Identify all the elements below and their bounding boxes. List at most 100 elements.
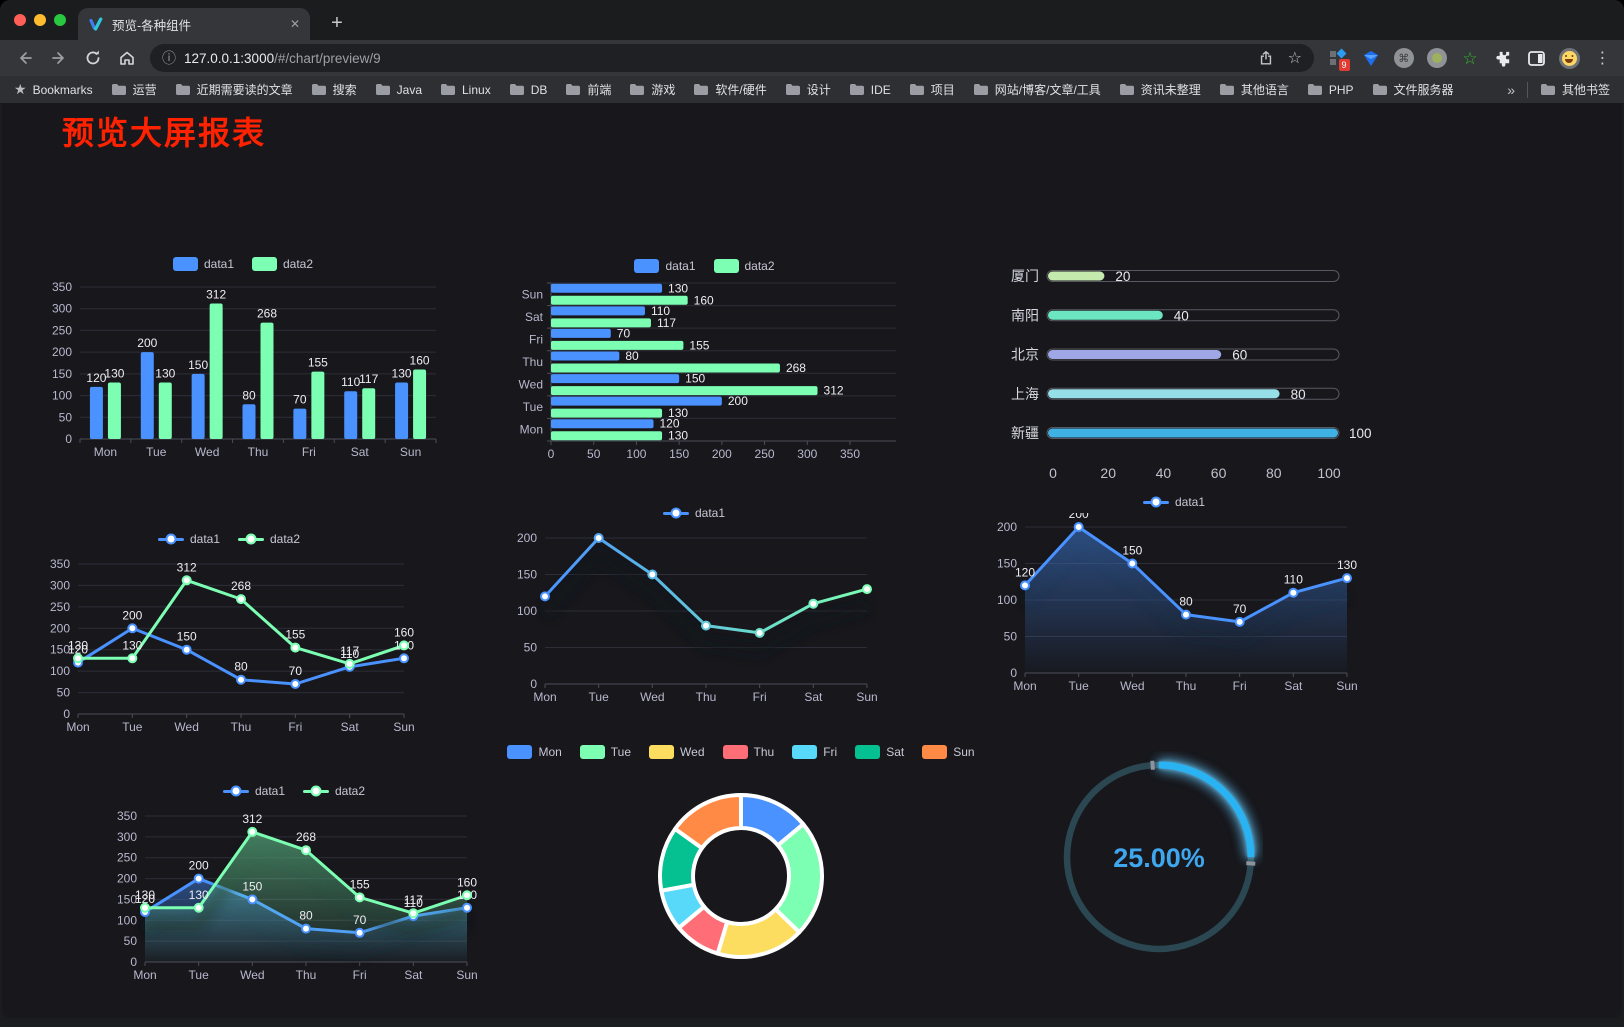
bookmark-folder[interactable]: 网站/博客/文章/工具 bbox=[973, 81, 1101, 98]
svg-text:Wed: Wed bbox=[195, 445, 219, 459]
svg-text:150: 150 bbox=[52, 367, 72, 381]
svg-text:200: 200 bbox=[517, 531, 537, 545]
bookmark-folder[interactable]: 其他语言 bbox=[1219, 81, 1289, 98]
legend-label: Wed bbox=[680, 745, 705, 759]
bookmark-folder[interactable]: 项目 bbox=[909, 81, 955, 98]
bookmark-folder[interactable]: IDE bbox=[849, 81, 891, 98]
profile-avatar-emoji[interactable] bbox=[1556, 44, 1583, 72]
bookmark-folder[interactable]: PHP bbox=[1307, 81, 1354, 98]
extensions-puzzle-icon[interactable] bbox=[1490, 44, 1517, 72]
legend-label: Tue bbox=[610, 745, 632, 759]
legend-item-data1[interactable]: data1 bbox=[157, 532, 220, 546]
svg-text:117: 117 bbox=[359, 372, 378, 386]
bookmark-label: 前端 bbox=[587, 83, 612, 97]
bookmark-folder[interactable]: 前端 bbox=[565, 81, 611, 98]
legend-item-Wed[interactable]: Wed bbox=[649, 745, 705, 759]
legend-item-data1[interactable]: data1 bbox=[662, 506, 725, 520]
bookmark-label: DB bbox=[530, 82, 548, 97]
bookmark-folder[interactable]: 资讯未整理 bbox=[1119, 81, 1201, 98]
svg-text:200: 200 bbox=[728, 394, 748, 408]
legend-item-Fri[interactable]: Fri bbox=[792, 745, 837, 759]
svg-text:268: 268 bbox=[296, 830, 316, 844]
extension-command-icon[interactable]: ⌘ bbox=[1390, 44, 1417, 72]
home-button[interactable] bbox=[110, 44, 144, 72]
chart-legend: data1 data2 bbox=[38, 528, 420, 550]
bookmark-label: 资讯未整理 bbox=[1140, 83, 1201, 97]
side-panel-icon[interactable] bbox=[1523, 44, 1550, 72]
bookmark-folder[interactable]: 软件/硬件 bbox=[693, 81, 767, 98]
tab-close-icon[interactable]: ✕ bbox=[289, 17, 300, 31]
legend-label: data1 bbox=[189, 532, 220, 546]
bookmark-folder[interactable]: DB bbox=[509, 81, 548, 98]
address-bar[interactable]: ⓘ 127.0.0.1:3000/#/chart/preview/9 ☆ bbox=[150, 44, 1314, 72]
bookmark-folder[interactable]: 设计 bbox=[785, 81, 831, 98]
svg-text:80: 80 bbox=[1179, 595, 1193, 609]
bookmark-folder[interactable]: Linux bbox=[440, 81, 491, 98]
bookmark-folder-list: 运营 近期需要读的文章 搜索 Java Linux DB 前端 游戏 软件/硬件 设计 IDE 项目 网… bbox=[111, 81, 1454, 98]
bookmark-star-icon[interactable]: ☆ bbox=[1287, 50, 1302, 67]
svg-text:Tue: Tue bbox=[146, 445, 167, 459]
legend-item-Sat[interactable]: Sat bbox=[855, 745, 904, 759]
legend-item-data2[interactable]: data2 bbox=[238, 532, 300, 546]
svg-text:Thu: Thu bbox=[248, 445, 269, 459]
maximize-window-button[interactable] bbox=[54, 14, 66, 26]
legend-item-data1[interactable]: data1 bbox=[172, 257, 234, 271]
legend-item-Mon[interactable]: Mon bbox=[507, 745, 562, 759]
bookmark-label: 近期需要读的文章 bbox=[196, 83, 293, 97]
svg-text:Mon: Mon bbox=[133, 968, 156, 982]
svg-text:130: 130 bbox=[668, 429, 688, 443]
bookmark-folder[interactable]: 运营 bbox=[111, 81, 157, 98]
bookmarks-bar: ★ Bookmarks 运营 近期需要读的文章 搜索 Java Linux DB 前端 游戏 软… bbox=[0, 76, 1624, 103]
other-bookmarks-folder[interactable]: 其他书签 bbox=[1540, 81, 1610, 98]
legend-item-data1[interactable]: data1 bbox=[222, 784, 285, 798]
svg-text:0: 0 bbox=[63, 707, 70, 721]
svg-text:150: 150 bbox=[997, 557, 1017, 571]
bookmarks-overflow-chevron[interactable]: » bbox=[1507, 81, 1515, 98]
legend-item-Thu[interactable]: Thu bbox=[722, 745, 774, 759]
svg-text:100: 100 bbox=[1317, 465, 1341, 481]
extension-proxy-icon[interactable]: 9 bbox=[1324, 44, 1351, 72]
chart-grouped-bar-horizontal: data1 data2 0 50 100 150 200 250 300 350 Mon 120 130… bbox=[507, 255, 902, 467]
site-info-icon[interactable]: ⓘ bbox=[162, 50, 176, 66]
minimize-window-button[interactable] bbox=[34, 14, 46, 26]
svg-text:70: 70 bbox=[353, 913, 367, 927]
legend-line-marker bbox=[303, 785, 329, 797]
legend-item-data1[interactable]: data1 bbox=[1142, 495, 1205, 509]
bookmark-folder[interactable]: 搜索 bbox=[311, 81, 357, 98]
forward-button[interactable] bbox=[42, 44, 76, 72]
share-icon[interactable] bbox=[1258, 50, 1274, 66]
reload-button[interactable] bbox=[76, 44, 110, 72]
extension-gem-icon[interactable] bbox=[1357, 44, 1384, 72]
legend-item-data2[interactable]: data2 bbox=[252, 257, 313, 271]
close-window-button[interactable] bbox=[14, 14, 26, 26]
bookmark-folder[interactable]: 游戏 bbox=[629, 81, 675, 98]
chart-canvas: 厦门 20 南阳 40 北京 60 上海 80 新疆 100 0 20 40 60 80 100 bbox=[1011, 268, 1372, 481]
bookmark-folder[interactable]: 近期需要读的文章 bbox=[175, 81, 293, 98]
svg-text:60: 60 bbox=[1211, 465, 1227, 481]
svg-text:Sat: Sat bbox=[1284, 679, 1303, 693]
legend-item-data2[interactable]: data2 bbox=[303, 784, 365, 798]
extension-star-icon[interactable]: ☆ bbox=[1462, 48, 1478, 68]
bookmarks-manager[interactable]: ★ Bookmarks bbox=[14, 81, 93, 98]
bookmark-label: 文件服务器 bbox=[1393, 83, 1454, 97]
legend-item-Sun[interactable]: Sun bbox=[922, 745, 975, 759]
chart-area-single: data1 0 50 100 150 200 Mon Tue Wed Thu Fri Sat Sun 12… bbox=[985, 491, 1363, 699]
extension-dot-icon[interactable] bbox=[1423, 44, 1450, 72]
legend-item-Tue[interactable]: Tue bbox=[579, 745, 632, 759]
browser-tab[interactable]: 预览-各种组件 ✕ bbox=[78, 8, 310, 40]
svg-text:70: 70 bbox=[289, 664, 303, 678]
bookmark-folder[interactable]: 文件服务器 bbox=[1372, 81, 1454, 98]
svg-text:Mon: Mon bbox=[533, 690, 556, 704]
bookmarks-label: Bookmarks bbox=[32, 82, 93, 97]
bookmark-folder[interactable]: Java bbox=[375, 81, 422, 98]
back-button[interactable] bbox=[8, 44, 42, 72]
legend-item-data1[interactable]: data1 bbox=[634, 259, 696, 273]
svg-text:130: 130 bbox=[189, 888, 209, 902]
new-tab-button[interactable]: + bbox=[331, 11, 343, 34]
legend-item-data2[interactable]: data2 bbox=[713, 259, 775, 273]
svg-text:150: 150 bbox=[117, 892, 137, 906]
menu-kebab-icon[interactable]: ⋮ bbox=[1594, 50, 1611, 67]
chart-line-gradient: data1 0 50 100 150 200 Mon Tue Wed Thu Fri Sat Sun bbox=[505, 502, 883, 710]
svg-text:350: 350 bbox=[117, 809, 137, 823]
